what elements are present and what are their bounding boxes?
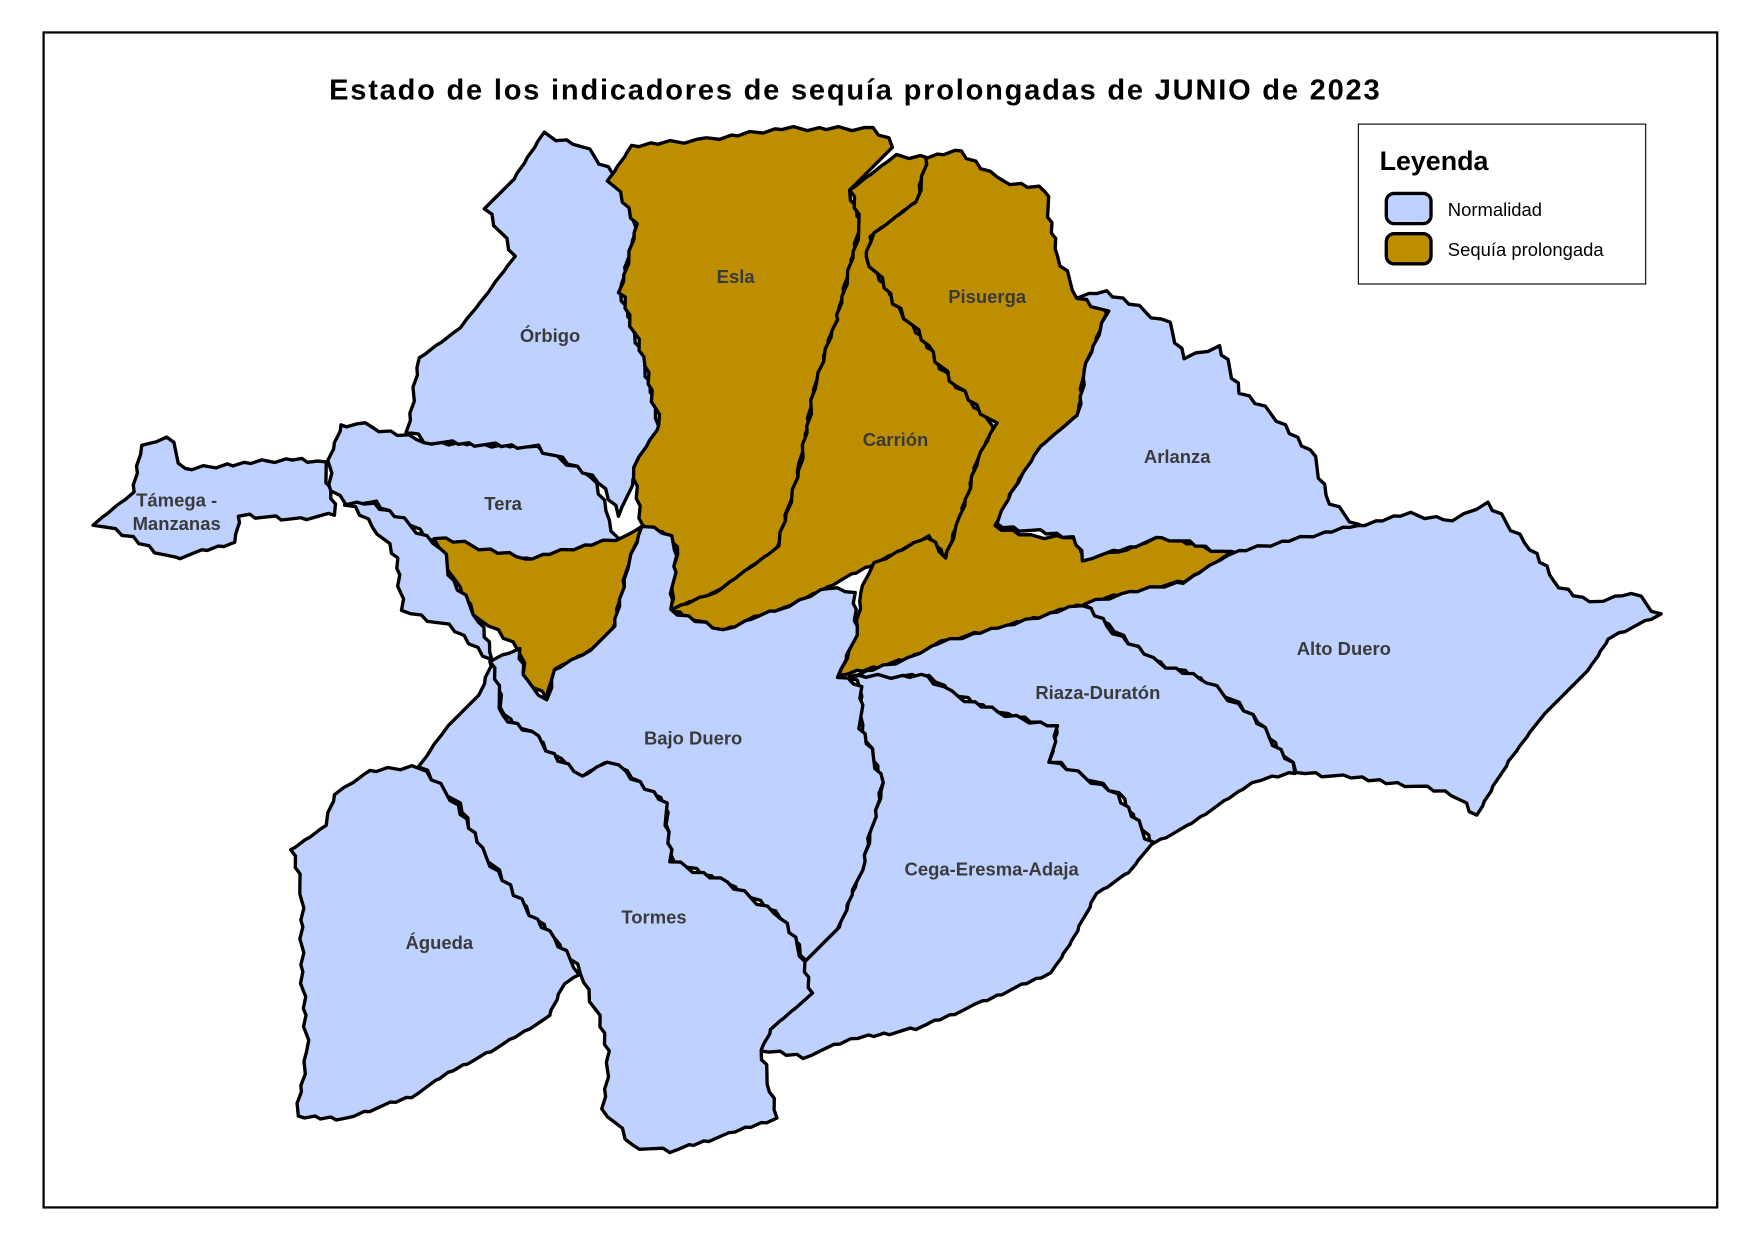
- label-orbigo: Órbigo: [520, 325, 580, 346]
- labels-layer: Támega -Manzanas Tera Órbigo Esla Carrión Pis…: [133, 266, 1391, 953]
- label-tamega-manzanas: Támega -Manzanas: [133, 489, 221, 533]
- region-arlanza: [995, 289, 1362, 563]
- label-tormes: Tormes: [621, 906, 686, 927]
- legend: Leyenda Normalidad Sequía prolongada: [1357, 123, 1647, 285]
- legend-swatch-normalidad: [1384, 191, 1433, 226]
- label-riaza-duraton: Riaza-Duratón: [1035, 682, 1160, 703]
- label-cega-eresma-adaja: Cega-Eresma-Adaja: [905, 858, 1080, 879]
- label-arlanza: Arlanza: [1144, 446, 1211, 467]
- label-esla: Esla: [717, 266, 756, 287]
- label-bajo-duero: Bajo Duero: [644, 728, 742, 749]
- region-tamega-manzanas: [91, 435, 338, 561]
- region-agueda: [288, 764, 582, 1122]
- regions-layer: [91, 124, 1663, 1155]
- legend-swatch-sequia: [1384, 232, 1433, 266]
- region-bajo-duero: [342, 500, 494, 662]
- legend-label-normalidad: Normalidad: [1448, 199, 1542, 220]
- label-carrion: Carrión: [863, 429, 929, 450]
- label-pisuerga: Pisuerga: [948, 286, 1027, 307]
- legend-title: Leyenda: [1380, 146, 1490, 176]
- label-alto-duero: Alto Duero: [1297, 638, 1391, 659]
- map-title: Estado de los indicadores de sequía prol…: [329, 75, 1381, 107]
- label-agueda: Águeda: [406, 932, 474, 953]
- label-tera: Tera: [484, 493, 522, 514]
- legend-label-sequia: Sequía prolongada: [1448, 239, 1605, 260]
